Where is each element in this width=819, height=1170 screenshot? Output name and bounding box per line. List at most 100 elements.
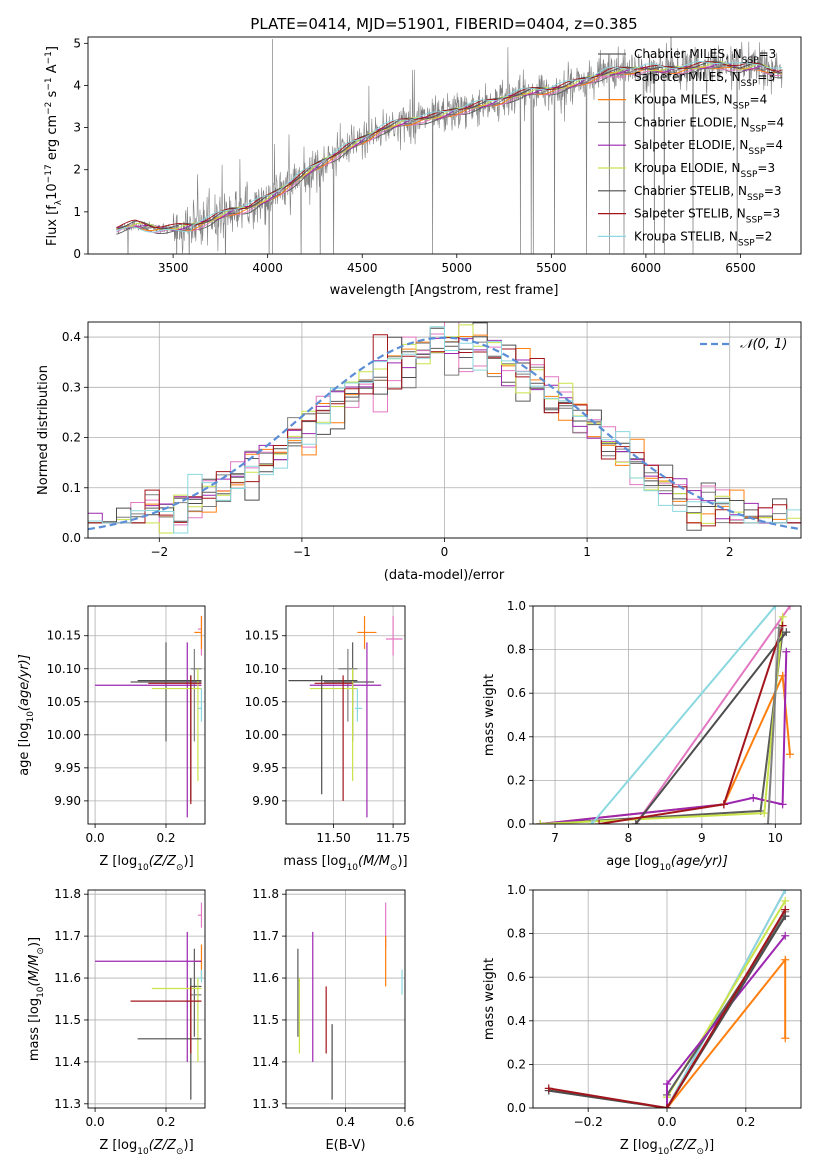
weight-marker-chabrier_elodie — [763, 820, 772, 824]
axes-frame — [532, 605, 802, 825]
x-tick-label: 5000 — [442, 261, 473, 275]
axes-frame — [87, 889, 206, 1109]
label-part: mass [log — [283, 854, 346, 869]
weight-line-salpeter_stelib — [548, 909, 787, 1108]
label-part: =2 — [755, 229, 773, 243]
weight-line-chabrier_miles — [666, 915, 787, 1096]
x-axis-label: E(B-V) — [325, 1138, 365, 1153]
label-part: age [log — [606, 854, 659, 869]
weight-marker-chabrier_elodie — [774, 623, 783, 632]
x-tick-label: 0.2 — [156, 1115, 175, 1129]
weight-line-chabrier_miles — [540, 632, 784, 824]
observed-spectrum — [116, 37, 783, 254]
legend-entry: Salpeter ELODIE, NSSP=4 — [634, 138, 783, 157]
label-part: SSP — [738, 238, 755, 248]
y-tick-label: 10.05 — [245, 695, 279, 709]
plot-area — [95, 902, 203, 1100]
label-part: 10 — [658, 1147, 670, 1157]
label-part: )] — [397, 854, 407, 869]
label-part: SSP — [733, 102, 750, 112]
weight-marker-kroupa_elodie — [760, 809, 769, 818]
y-tick-label: 1.0 — [507, 883, 526, 897]
histogram-kroupa_elodie — [88, 324, 801, 534]
y-tick-label: 11.8 — [54, 887, 81, 901]
weight-line-salpeter_miles — [634, 606, 791, 824]
y-axis-label: age [log10(age/yr)] — [17, 654, 36, 776]
plot-area — [95, 615, 203, 818]
y-tick-label: 5 — [73, 36, 81, 50]
figure-title: PLATE=0414, MJD=51901, FIBERID=0404, z=0… — [250, 15, 637, 33]
y-tick-label: 11.4 — [54, 1055, 81, 1069]
legend-entry: Chabrier STELIB, NSSP=3 — [634, 184, 782, 203]
x-tick-label: 3500 — [158, 261, 189, 275]
x-tick-label: 4000 — [252, 261, 283, 275]
y-tick-label: 0 — [73, 247, 81, 261]
label-part: 10 — [347, 863, 359, 873]
y-tick-label: 0.2 — [507, 773, 526, 787]
x-tick-label: 0.6 — [395, 1115, 414, 1129]
label-part: (Z/Z — [149, 854, 177, 869]
label-part: ] — [45, 46, 60, 51]
x-tick-label: 6500 — [725, 261, 756, 275]
weight-marker-kroupa_stelib — [781, 890, 790, 894]
legend-entry: 𝒩(0, 1) — [740, 337, 787, 352]
label-part: 10 — [137, 863, 149, 873]
weight-line-kroupa_elodie — [540, 616, 784, 824]
y-tick-label: 1.0 — [507, 599, 526, 613]
x-tick-label: 0.0 — [657, 1115, 676, 1129]
label-part: −1 — [44, 77, 54, 90]
x-tick-label: −2 — [150, 545, 168, 559]
label-part: λ — [54, 199, 64, 205]
legend-entry: Kroupa MILES, NSSP=4 — [634, 93, 767, 112]
axes-age_vs_mass: 11.50 11.75 9.90 9.95 10.00 10.05 10.10 10.15 ma… — [245, 605, 410, 873]
weight-marker-kroupa_miles — [781, 955, 790, 964]
label-part: mass [log — [27, 998, 42, 1061]
y-tick-label: 11.3 — [54, 1097, 81, 1111]
axes-mass_vs_Z: 0.0 0.211.311.411.511.611.711.8Z [log10(Z… — [27, 887, 206, 1157]
y-tick-label: 0.0 — [507, 817, 526, 831]
label-part: Z [log — [99, 1138, 137, 1153]
weight-line-kroupa_miles — [666, 956, 787, 1108]
weight-marker-kroupa_miles — [785, 750, 794, 759]
x-tick-label: 0.2 — [736, 1115, 755, 1129]
label-part: Kroupa ELODIE, N — [634, 161, 741, 175]
label-part: )] — [184, 1138, 194, 1153]
x-tick-label: 4500 — [347, 261, 378, 275]
y-axis-label: Normed distribution — [36, 365, 51, 495]
label-part: =4 — [750, 93, 768, 107]
y-tick-label: 0.1 — [62, 481, 81, 495]
y-tick-label: 0.3 — [62, 380, 81, 394]
label-part: age [log — [17, 723, 32, 776]
y-tick-label: 9.90 — [252, 794, 279, 808]
label-part: (age/yr)] — [671, 854, 728, 869]
x-tick-label: 10 — [768, 831, 783, 845]
weight-marker-salpeter_elodie — [749, 793, 758, 802]
plot-area — [536, 606, 794, 824]
weight-marker-kroupa_stelib — [587, 820, 596, 824]
label-part: SSP — [746, 216, 763, 226]
x-tick-label: 6000 — [631, 261, 662, 275]
axes-frame — [87, 36, 802, 255]
y-tick-label: 10.15 — [245, 629, 279, 643]
weight-line-salpeter_elodie — [666, 935, 786, 1108]
plot-area — [544, 890, 790, 1108]
weight-marker-salpeter_stelib — [595, 820, 604, 824]
y-tick-label: 11.5 — [252, 1013, 279, 1027]
plot-area — [297, 902, 403, 1100]
weight-marker-chabrier_stelib — [782, 628, 791, 637]
x-tick-label: −0.2 — [574, 1115, 603, 1129]
x-tick-label: 2 — [726, 545, 734, 559]
label-part: =3 — [763, 207, 781, 221]
x-tick-label: 1 — [583, 545, 591, 559]
label-part: =3 — [759, 47, 777, 61]
weight-marker-salpeter_elodie — [663, 1080, 671, 1089]
y-tick-label: 10.10 — [47, 662, 81, 676]
label-part: Chabrier ELODIE, N — [634, 115, 750, 129]
label-part: =4 — [765, 138, 783, 152]
y-tick-label: 9.95 — [252, 761, 279, 775]
label-part: (M/M — [358, 854, 390, 869]
y-axis-label: mass [log10(M/M⊙)] — [27, 937, 46, 1061]
legend-entry: Kroupa ELODIE, NSSP=3 — [634, 161, 775, 180]
axes-residuals: −2 −1 0 1 2 0.0 0.1 0.2 0.3 0.4 𝒩(0, 1) (data-model… — [36, 321, 802, 583]
label-part: Chabrier MILES, N — [634, 47, 742, 61]
